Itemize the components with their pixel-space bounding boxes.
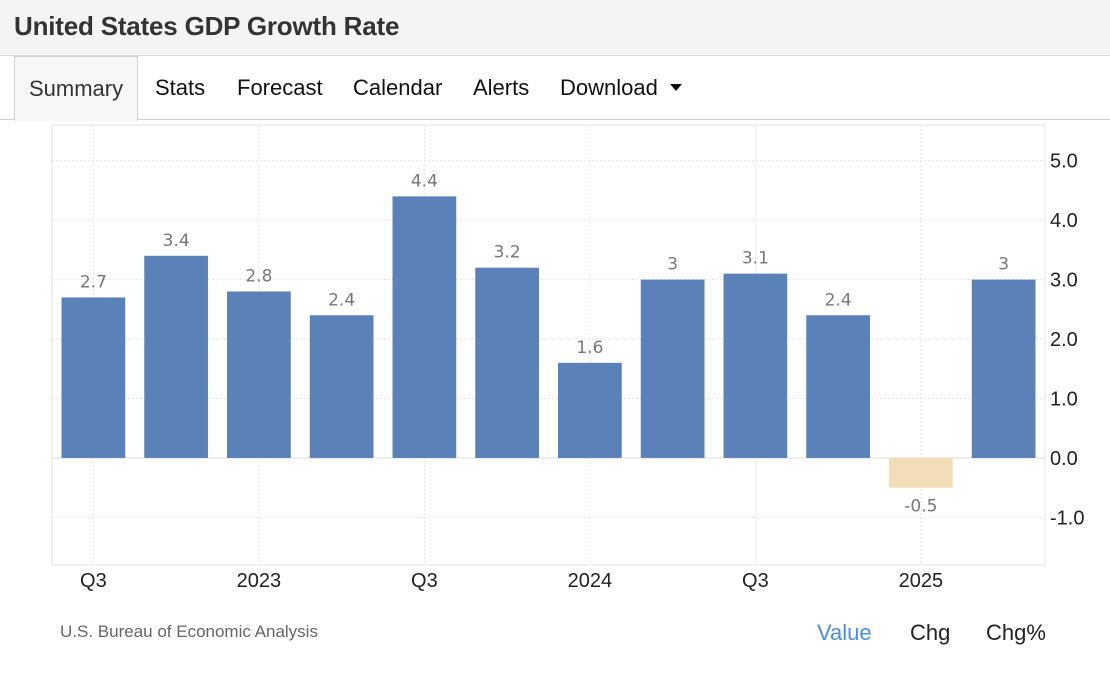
mode-chg-percent-button[interactable]: Chg%: [986, 620, 1046, 645]
y-tick-label: 3.0: [1050, 270, 1078, 292]
x-tick-label: 2023: [237, 570, 282, 592]
x-tick-label: Q3: [80, 570, 107, 592]
x-tick-label: Q3: [411, 570, 438, 592]
data-label: 3.2: [494, 243, 521, 263]
bar: [144, 255, 208, 458]
mode-value-button[interactable]: Value: [817, 620, 872, 645]
data-label: 2.7: [80, 272, 107, 292]
y-tick-label: 4.0: [1050, 210, 1078, 232]
y-tick-label: 0.0: [1050, 448, 1078, 470]
y-tick-label: -1.0: [1050, 507, 1084, 529]
data-label: -0.5: [904, 497, 937, 517]
data-label: 2.4: [328, 290, 355, 310]
bar: [558, 362, 622, 458]
gdp-bar-chart: -1.0 0.0 1.0 2.0 3.0 4.0 5.0 2.7 3.4 2.8 2.4 4.4 3.2…: [51, 124, 1084, 592]
mode-chg-button[interactable]: Chg: [910, 620, 951, 645]
bar: [392, 196, 457, 458]
x-tick-label: 2024: [568, 570, 613, 592]
bar: [971, 279, 1036, 458]
data-label: 3: [998, 255, 1009, 275]
tab-calendar[interactable]: Calendar: [353, 75, 443, 100]
tab-bar: Summary Stats Forecast Calendar Alerts D…: [0, 56, 1110, 121]
bar: [640, 279, 705, 458]
page-header: United States GDP Growth Rate: [0, 0, 1110, 56]
y-tick-label: 5.0: [1050, 151, 1078, 173]
tab-stats[interactable]: Stats: [155, 75, 206, 100]
data-label: 4.4: [411, 171, 438, 191]
bar: [806, 315, 870, 458]
data-label: 3.4: [163, 231, 190, 251]
source-label: U.S. Bureau of Economic Analysis: [60, 622, 318, 641]
tab-download-label: Download: [560, 75, 658, 100]
tab-download[interactable]: Download: [560, 56, 682, 120]
plot-frame: [51, 124, 1046, 566]
data-label: 2.8: [245, 266, 272, 286]
bar: [309, 315, 374, 458]
page-title: United States GDP Growth Rate: [14, 11, 400, 41]
caret-down-icon: [669, 83, 682, 91]
data-label: 3: [667, 255, 678, 275]
x-tick-label: Q3: [742, 570, 769, 592]
x-tick-label: 2025: [899, 570, 944, 592]
tab-summary[interactable]: Summary: [14, 56, 139, 121]
y-tick-label: 1.0: [1050, 389, 1078, 411]
tab-alerts[interactable]: Alerts: [473, 75, 530, 100]
bar: [61, 297, 126, 458]
bar: [889, 457, 953, 488]
bar: [227, 291, 291, 458]
bar: [723, 273, 788, 458]
bar: [475, 267, 539, 458]
data-label: 2.4: [825, 290, 852, 310]
tab-forecast[interactable]: Forecast: [237, 75, 323, 100]
data-label: 1.6: [576, 338, 603, 358]
data-label: 3.1: [742, 249, 769, 269]
y-tick-label: 2.0: [1050, 329, 1078, 351]
